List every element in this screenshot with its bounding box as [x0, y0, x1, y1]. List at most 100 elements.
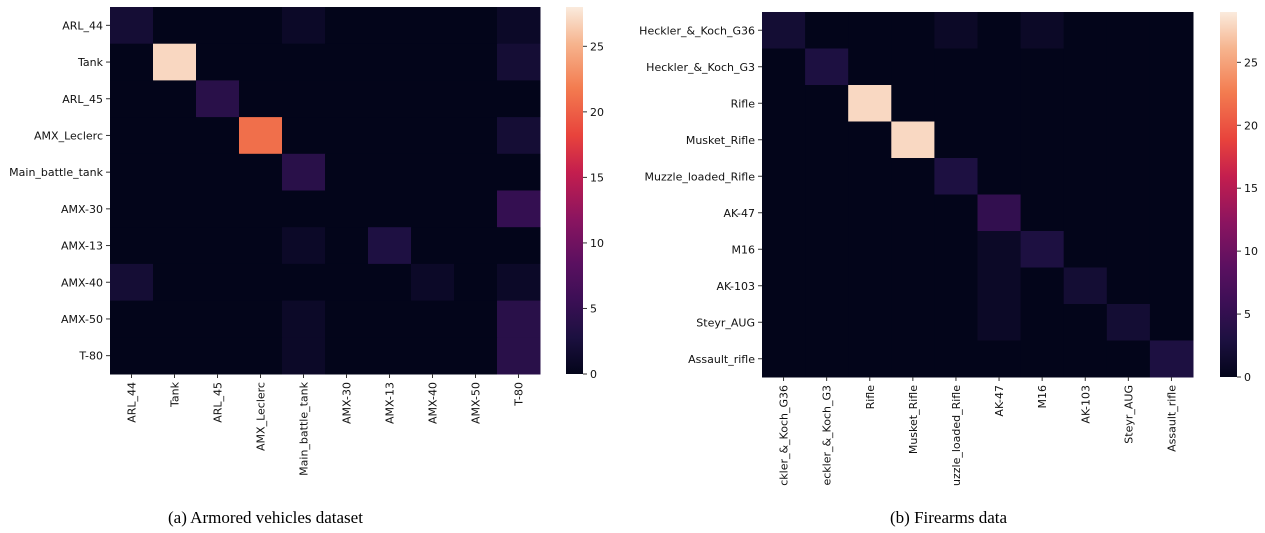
- x-tick-label: ARL_44: [126, 382, 139, 423]
- x-tick-label: AMX-40: [427, 382, 440, 424]
- heatmap-cell: [239, 80, 283, 118]
- heatmap-cell: [411, 43, 455, 81]
- heatmap-cell: [934, 12, 978, 49]
- heatmap-cell: [1063, 12, 1108, 49]
- heatmap-cell: [454, 227, 498, 265]
- heatmap-cell: [368, 43, 412, 81]
- heatmap-cell: [368, 337, 412, 375]
- heatmap-cell: [239, 190, 283, 228]
- heatmap-cell: [325, 337, 369, 375]
- heatmap-cell: [762, 121, 806, 159]
- heatmap-cell: [368, 153, 412, 191]
- heatmap-cell: [1020, 194, 1065, 232]
- heatmap-cell: [153, 80, 197, 118]
- heatmap-cell: [805, 194, 849, 232]
- heatmap-cell: [1063, 194, 1108, 232]
- x-tick-label: Assault_rifle: [1166, 385, 1179, 452]
- heatmap-cell: [411, 190, 455, 228]
- heatmap-cell: [411, 7, 455, 45]
- heatmap-cell: [153, 300, 197, 338]
- heatmap-cell: [934, 85, 978, 122]
- heatmap-cell: [110, 300, 154, 338]
- heatmap-cell: [1149, 121, 1194, 159]
- heatmap-cell: [934, 158, 978, 195]
- heatmap-cell: [153, 7, 197, 45]
- heatmap-cell: [977, 158, 1022, 195]
- x-tick-label: AK-103: [1079, 385, 1092, 424]
- heatmap-cell: [282, 300, 326, 338]
- heatmap-cell: [282, 117, 326, 155]
- y-tick-label: Rifle: [731, 97, 756, 110]
- heatmap-cell: [411, 337, 455, 375]
- x-tick-label: ckler_&_Koch_G36: [778, 385, 791, 486]
- heatmap-cell: [454, 337, 498, 375]
- y-tick-label: Musket_Rifle: [686, 134, 755, 147]
- heatmap-cell: [196, 80, 240, 118]
- heatmap-cell: [1063, 304, 1108, 341]
- x-tick-label: uzzle_loaded_Rifle: [950, 385, 963, 486]
- heatmap-cell: [282, 153, 326, 191]
- heatmap-cell: [1106, 158, 1151, 195]
- heatmap-cell: [1149, 231, 1194, 268]
- heatmap-cell: [805, 158, 849, 195]
- heatmap-cell: [805, 267, 849, 305]
- colorbar-tick-label: 0: [590, 368, 597, 381]
- colorbar-tick-label: 5: [590, 302, 597, 315]
- y-tick-label: AK-47: [723, 207, 755, 220]
- heatmap-cell: [934, 194, 978, 232]
- caption-firearms: (b) Firearms data: [890, 508, 1008, 527]
- heatmap-cell: [805, 121, 849, 159]
- heatmap-cell: [368, 300, 412, 338]
- heatmap-cell: [282, 227, 326, 265]
- heatmap-cell: [454, 263, 498, 302]
- heatmap-cell: [805, 231, 849, 268]
- heatmap-cell: [196, 300, 240, 338]
- heatmap-cell: [762, 85, 806, 122]
- heatmap-cell: [1063, 267, 1108, 305]
- heatmap-cell: [1020, 340, 1065, 378]
- heatmap-cell: [411, 80, 455, 118]
- x-tick-label: AMX_Leclerc: [255, 382, 268, 451]
- heatmap-cell: [1149, 194, 1194, 232]
- heatmap-cell: [1020, 304, 1065, 341]
- heatmap-cell: [762, 12, 806, 49]
- colorbar-tick-label: 15: [1244, 182, 1258, 195]
- heatmap-cell: [1063, 158, 1108, 195]
- heatmap-cell: [1149, 85, 1194, 122]
- heatmap-cell: [891, 194, 935, 232]
- heatmap-cell: [196, 190, 240, 228]
- heatmap-cell: [1106, 85, 1151, 122]
- heatmap-cell: [454, 117, 498, 155]
- heatmap-cell: [805, 340, 849, 378]
- heatmap-cell: [196, 43, 240, 81]
- heatmap-cell: [325, 153, 369, 191]
- heatmap-cell: [891, 340, 935, 378]
- heatmap-cell: [325, 80, 369, 118]
- heatmap-cell: [368, 263, 412, 302]
- x-tick-label: eckler_&_Koch_G3: [821, 385, 834, 486]
- heatmap-cell: [325, 263, 369, 302]
- heatmap-cell: [1020, 12, 1065, 49]
- heatmap-cell: [110, 263, 154, 302]
- heatmap-cell: [762, 194, 806, 232]
- heatmap-cell: [454, 43, 498, 81]
- heatmap-cell: [497, 263, 541, 302]
- heatmap-cell: [239, 117, 283, 155]
- heatmap-cell: [153, 43, 197, 81]
- heatmap-cell: [977, 231, 1022, 268]
- heatmap-cell: [1106, 48, 1151, 86]
- y-tick-label: ARL_45: [62, 93, 103, 106]
- heatmap-cell: [497, 300, 541, 338]
- heatmap-cell: [1149, 12, 1194, 49]
- caption-armored-vehicles: (a) Armored vehicles dataset: [168, 508, 363, 527]
- heatmap-cell: [325, 190, 369, 228]
- heatmap-cell: [239, 227, 283, 265]
- heatmap-cell: [848, 48, 892, 86]
- heatmap-cell: [325, 7, 369, 45]
- heatmap-cell: [110, 43, 154, 81]
- heatmap-cell: [1106, 267, 1151, 305]
- heatmap-cell: [368, 80, 412, 118]
- heatmap-cell: [848, 194, 892, 232]
- x-tick-label: AMX-30: [341, 382, 354, 424]
- heatmap-cell: [497, 153, 541, 191]
